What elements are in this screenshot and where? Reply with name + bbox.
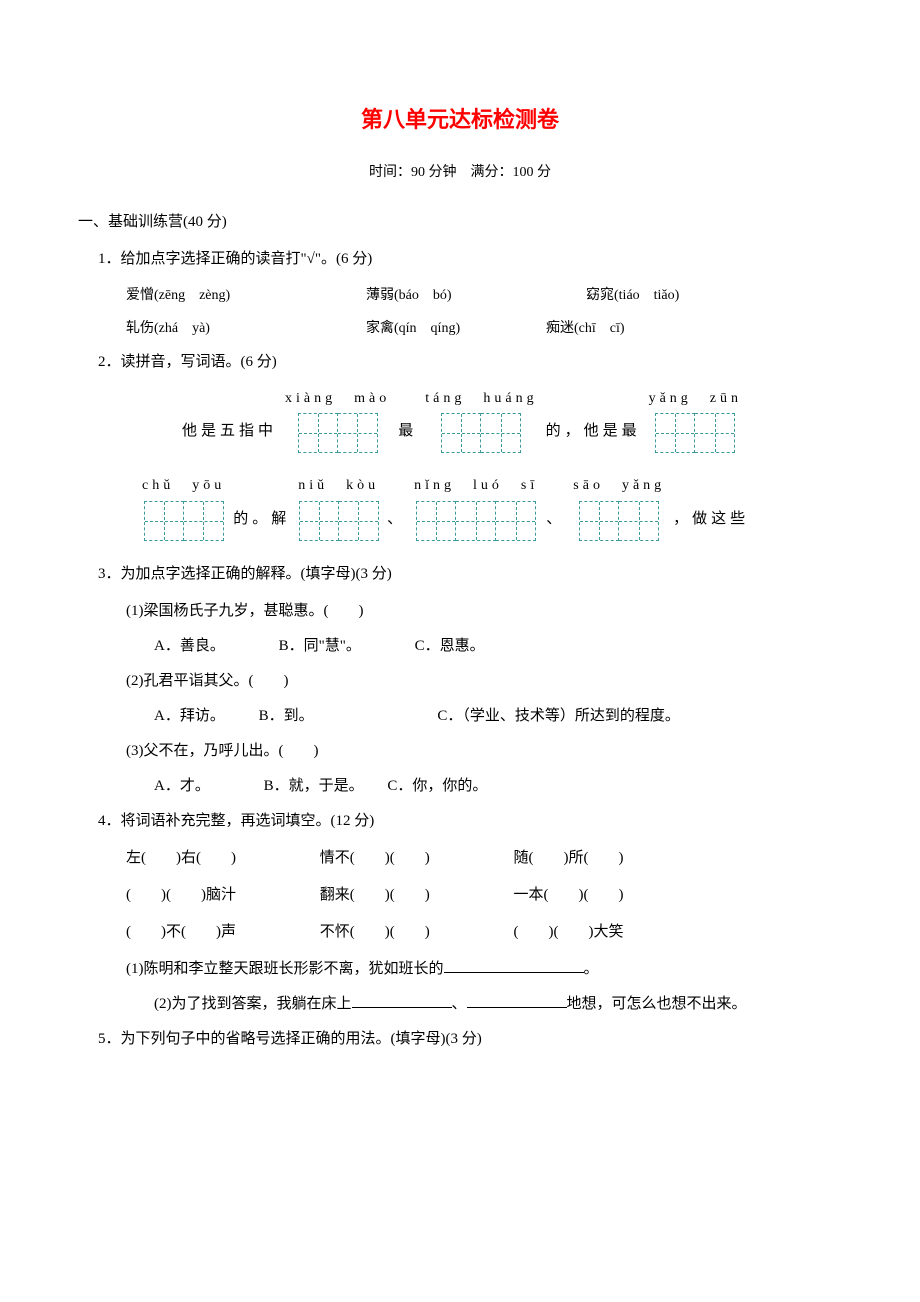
pinyin-label: xiàng mào bbox=[285, 386, 390, 411]
answer-option[interactable]: C．你，你的。 bbox=[387, 773, 487, 800]
answer-option[interactable]: B．就，于是。 bbox=[264, 773, 364, 800]
q1-item: 痴迷(chī cī) bbox=[546, 316, 625, 341]
pinyin-box: niǔ kòu bbox=[298, 473, 379, 540]
idiom-blank[interactable]: 随( )所( ) bbox=[514, 845, 704, 872]
q5-label: 5．为下列句子中的省略号选择正确的用法。(填字母)(3 分) bbox=[98, 1026, 842, 1053]
q3-label: 3．为加点字选择正确的解释。(填字母)(3 分) bbox=[98, 561, 842, 588]
pinyin-box: chǔ yōu bbox=[142, 473, 225, 540]
idiom-blank[interactable]: 情不( )( ) bbox=[320, 845, 510, 872]
answer-option[interactable]: A．才。 bbox=[154, 773, 210, 800]
pinyin-box: nǐng luó sī bbox=[414, 473, 538, 540]
answer-option[interactable]: A．拜访。 bbox=[154, 703, 225, 730]
page-title: 第八单元达标检测卷 bbox=[78, 100, 842, 140]
pinyin-label: yǎng zūn bbox=[649, 386, 742, 411]
q2-text: ，做这些 bbox=[673, 506, 749, 533]
idiom-blank[interactable]: ( )不( )声 bbox=[126, 919, 316, 946]
answer-option[interactable]: C．（学业、技术等）所达到的程度。 bbox=[437, 703, 680, 730]
idiom-blank[interactable]: 不怀( )( ) bbox=[320, 919, 510, 946]
q1-row1: 爱憎(zēng zèng) 薄弱(báo bó) 窈窕(tiáo tiǎo) bbox=[126, 283, 842, 308]
pinyin-label: nǐng luó sī bbox=[414, 473, 538, 498]
q2-row1: 他是五指中 xiàng mào 最 táng huáng 的，他是最 yǎng … bbox=[178, 386, 842, 453]
idiom-blank[interactable]: 左( )右( ) bbox=[126, 845, 316, 872]
answer-option[interactable]: B．到。 bbox=[259, 703, 314, 730]
char-grid[interactable] bbox=[298, 413, 378, 453]
q1-item: 家禽(qín qíng) bbox=[366, 316, 546, 341]
pinyin-box: táng huáng bbox=[425, 386, 537, 453]
q2-label: 2．读拼音，写词语。(6 分) bbox=[98, 349, 842, 376]
char-grid[interactable] bbox=[299, 501, 379, 541]
answer-option[interactable]: C．恩惠。 bbox=[415, 633, 485, 660]
q3-item-3: (3)父不在，乃呼儿出。( ) bbox=[126, 738, 842, 765]
q4-row3: ( )不( )声 不怀( )( ) ( )( )大笑 bbox=[126, 919, 842, 946]
q4-fill-1: (1)陈明和李立整天跟班长形影不离，犹如班长的。 bbox=[126, 956, 842, 983]
q1-item: 薄弱(báo bó) bbox=[366, 283, 546, 308]
q2-text: 、 bbox=[546, 506, 565, 533]
pinyin-box: xiàng mào bbox=[285, 386, 390, 453]
pinyin-box: sāo yǎng bbox=[573, 473, 665, 540]
q4-row2: ( )( )脑汁 翻来( )( ) 一本( )( ) bbox=[126, 882, 842, 909]
fill-blank[interactable] bbox=[352, 993, 452, 1008]
q1-item: 轧伤(zhá yà) bbox=[126, 316, 326, 341]
q3-item-2-opts: A．拜访。 B．到。 C．（学业、技术等）所达到的程度。 bbox=[154, 703, 842, 730]
answer-option[interactable]: A．善良。 bbox=[154, 633, 225, 660]
q2-text: 最 bbox=[398, 418, 417, 445]
char-grid[interactable] bbox=[441, 413, 521, 453]
char-grid[interactable] bbox=[579, 501, 659, 541]
pinyin-label: sāo yǎng bbox=[573, 473, 665, 498]
q2-text: 他是五指中 bbox=[182, 418, 277, 445]
idiom-blank[interactable]: 翻来( )( ) bbox=[320, 882, 510, 909]
q3-item-1: (1)梁国杨氏子九岁，甚聪惠。( ) bbox=[126, 598, 842, 625]
q3-item-3-opts: A．才。 B．就，于是。 C．你，你的。 bbox=[154, 773, 842, 800]
q2-row2: chǔ yōu 的。解 niǔ kòu 、 nǐng luó sī 、 sāo … bbox=[138, 473, 842, 540]
char-grid[interactable] bbox=[655, 413, 735, 453]
section-1-header: 一、基础训练营(40 分) bbox=[78, 209, 842, 236]
pinyin-box: yǎng zūn bbox=[649, 386, 742, 453]
q3-item-1-opts: A．善良。 B．同"慧"。 C．恩惠。 bbox=[154, 633, 842, 660]
pinyin-label: chǔ yōu bbox=[142, 473, 225, 498]
exam-meta: 时间：90 分钟 满分：100 分 bbox=[78, 160, 842, 185]
fill-blank[interactable] bbox=[467, 993, 567, 1008]
q1-label: 1．给加点字选择正确的读音打"√"。(6 分) bbox=[98, 246, 842, 273]
q1-row2: 轧伤(zhá yà) 家禽(qín qíng) 痴迷(chī cī) bbox=[126, 316, 842, 341]
fill-blank[interactable] bbox=[444, 958, 584, 973]
q2-text: 的，他是最 bbox=[546, 418, 641, 445]
q3-item-2: (2)孔君平诣其父。( ) bbox=[126, 668, 842, 695]
char-grid[interactable] bbox=[144, 501, 224, 541]
q1-item: 爱憎(zēng zèng) bbox=[126, 283, 326, 308]
idiom-blank[interactable]: ( )( )大笑 bbox=[514, 919, 704, 946]
pinyin-label: táng huáng bbox=[425, 386, 537, 411]
answer-option[interactable]: B．同"慧"。 bbox=[279, 633, 361, 660]
q2-text: 的。解 bbox=[233, 506, 290, 533]
q4-row1: 左( )右( ) 情不( )( ) 随( )所( ) bbox=[126, 845, 842, 872]
pinyin-label: niǔ kòu bbox=[298, 473, 379, 498]
q2-text: 、 bbox=[387, 506, 406, 533]
idiom-blank[interactable]: 一本( )( ) bbox=[514, 882, 704, 909]
q4-label: 4．将词语补充完整，再选词填空。(12 分) bbox=[98, 808, 842, 835]
q1-item: 窈窕(tiáo tiǎo) bbox=[586, 283, 679, 308]
idiom-blank[interactable]: ( )( )脑汁 bbox=[126, 882, 316, 909]
q4-fill-2: (2)为了找到答案，我躺在床上、地想，可怎么也想不出来。 bbox=[154, 991, 842, 1018]
char-grid[interactable] bbox=[416, 501, 536, 541]
